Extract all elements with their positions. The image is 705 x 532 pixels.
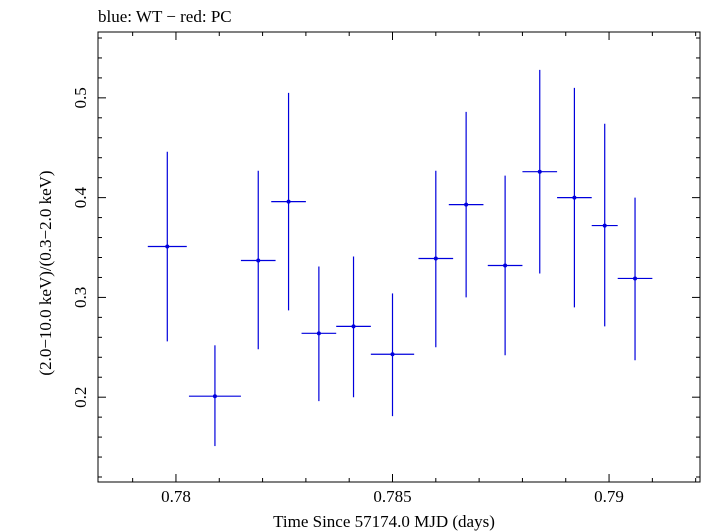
data-point [316, 331, 321, 336]
y-tick-label: 0.5 [71, 87, 90, 108]
y-tick-label: 0.2 [71, 387, 90, 408]
data-point [537, 169, 542, 174]
plot-area: 0.78 0.785 0.79 0.2 0.3 0.4 0.5 [71, 31, 701, 506]
y-tick-label: 0.4 [71, 187, 90, 209]
data-point [286, 199, 291, 204]
x-tick-label: 0.78 [161, 487, 191, 506]
x-tick-label: 0.785 [373, 487, 411, 506]
x-tick-label: 0.79 [594, 487, 624, 506]
data-point [433, 256, 438, 261]
y-tick-label: 0.3 [71, 287, 90, 308]
data-point [602, 223, 607, 228]
data-point [633, 276, 638, 281]
chart-title: blue: WT − red: PC [98, 7, 232, 26]
data-point [572, 195, 577, 200]
data-point [464, 202, 469, 207]
data-point [390, 352, 395, 357]
data-point [503, 263, 508, 268]
data-point [256, 258, 261, 263]
data-point [351, 324, 356, 329]
data-point [212, 394, 217, 399]
x-axis-label: Time Since 57174.0 MJD (days) [273, 512, 495, 531]
y-axis-label: (2.0−10.0 keV)/(0.3−2.0 keV) [36, 170, 55, 375]
data-point [165, 244, 170, 249]
